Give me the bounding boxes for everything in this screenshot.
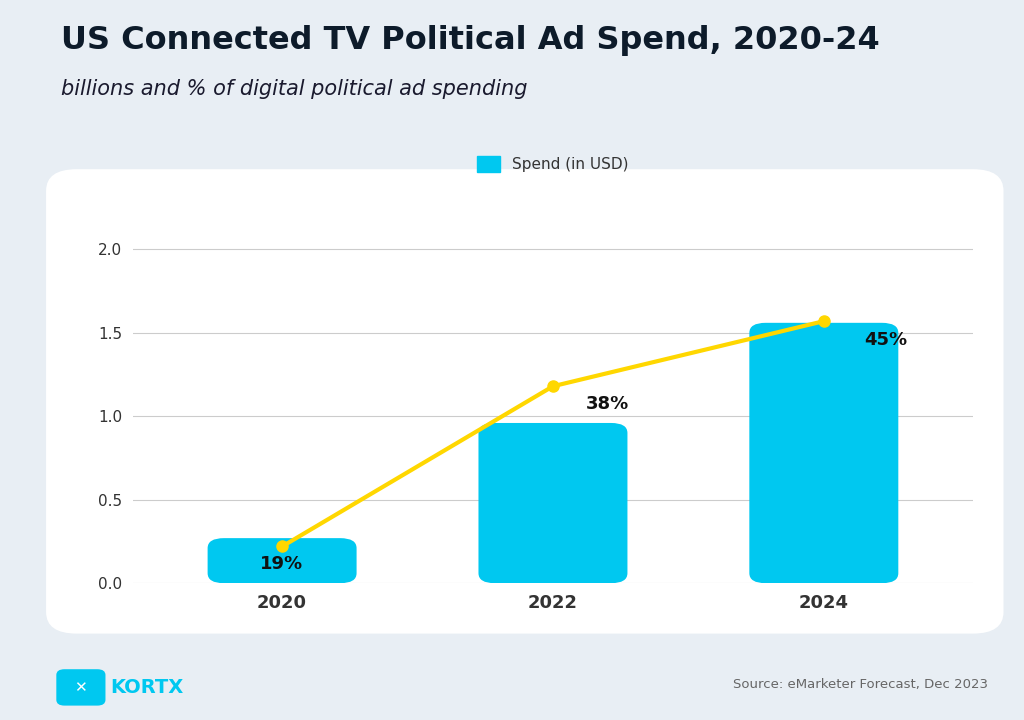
FancyBboxPatch shape	[208, 538, 356, 583]
Text: ✕: ✕	[75, 680, 87, 695]
Legend: Spend (in USD): Spend (in USD)	[471, 150, 635, 179]
Text: Source: eMarketer Forecast, Dec 2023: Source: eMarketer Forecast, Dec 2023	[733, 678, 988, 691]
FancyBboxPatch shape	[750, 323, 898, 583]
Text: 19%: 19%	[260, 555, 303, 573]
FancyBboxPatch shape	[478, 423, 628, 583]
Text: US Connected TV Political Ad Spend, 2020-24: US Connected TV Political Ad Spend, 2020…	[61, 25, 881, 56]
Text: KORTX: KORTX	[111, 678, 184, 697]
Text: 38%: 38%	[586, 395, 629, 413]
Text: 45%: 45%	[864, 331, 907, 349]
Text: billions and % of digital political ad spending: billions and % of digital political ad s…	[61, 79, 528, 99]
